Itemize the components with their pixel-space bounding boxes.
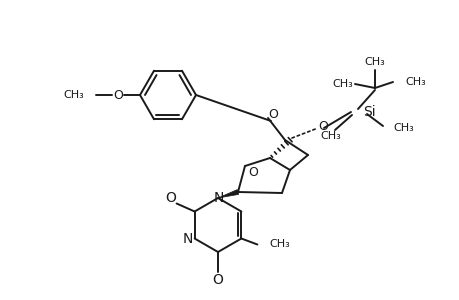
Text: CH₃: CH₃ <box>63 90 84 100</box>
Text: O: O <box>113 88 123 101</box>
Text: CH₃: CH₃ <box>392 123 413 133</box>
Text: O: O <box>247 166 257 178</box>
Text: CH₃: CH₃ <box>269 239 290 250</box>
Text: O: O <box>268 107 277 121</box>
Text: CH₃: CH₃ <box>364 57 385 67</box>
Text: N: N <box>182 232 192 247</box>
Text: CH₃: CH₃ <box>332 79 353 89</box>
Text: O: O <box>317 121 327 134</box>
Text: N: N <box>213 191 224 205</box>
Text: O: O <box>165 191 176 206</box>
Text: Si: Si <box>362 105 375 119</box>
Text: CH₃: CH₃ <box>320 131 341 141</box>
Text: O: O <box>212 273 223 287</box>
Polygon shape <box>218 190 238 198</box>
Text: CH₃: CH₃ <box>404 77 425 87</box>
